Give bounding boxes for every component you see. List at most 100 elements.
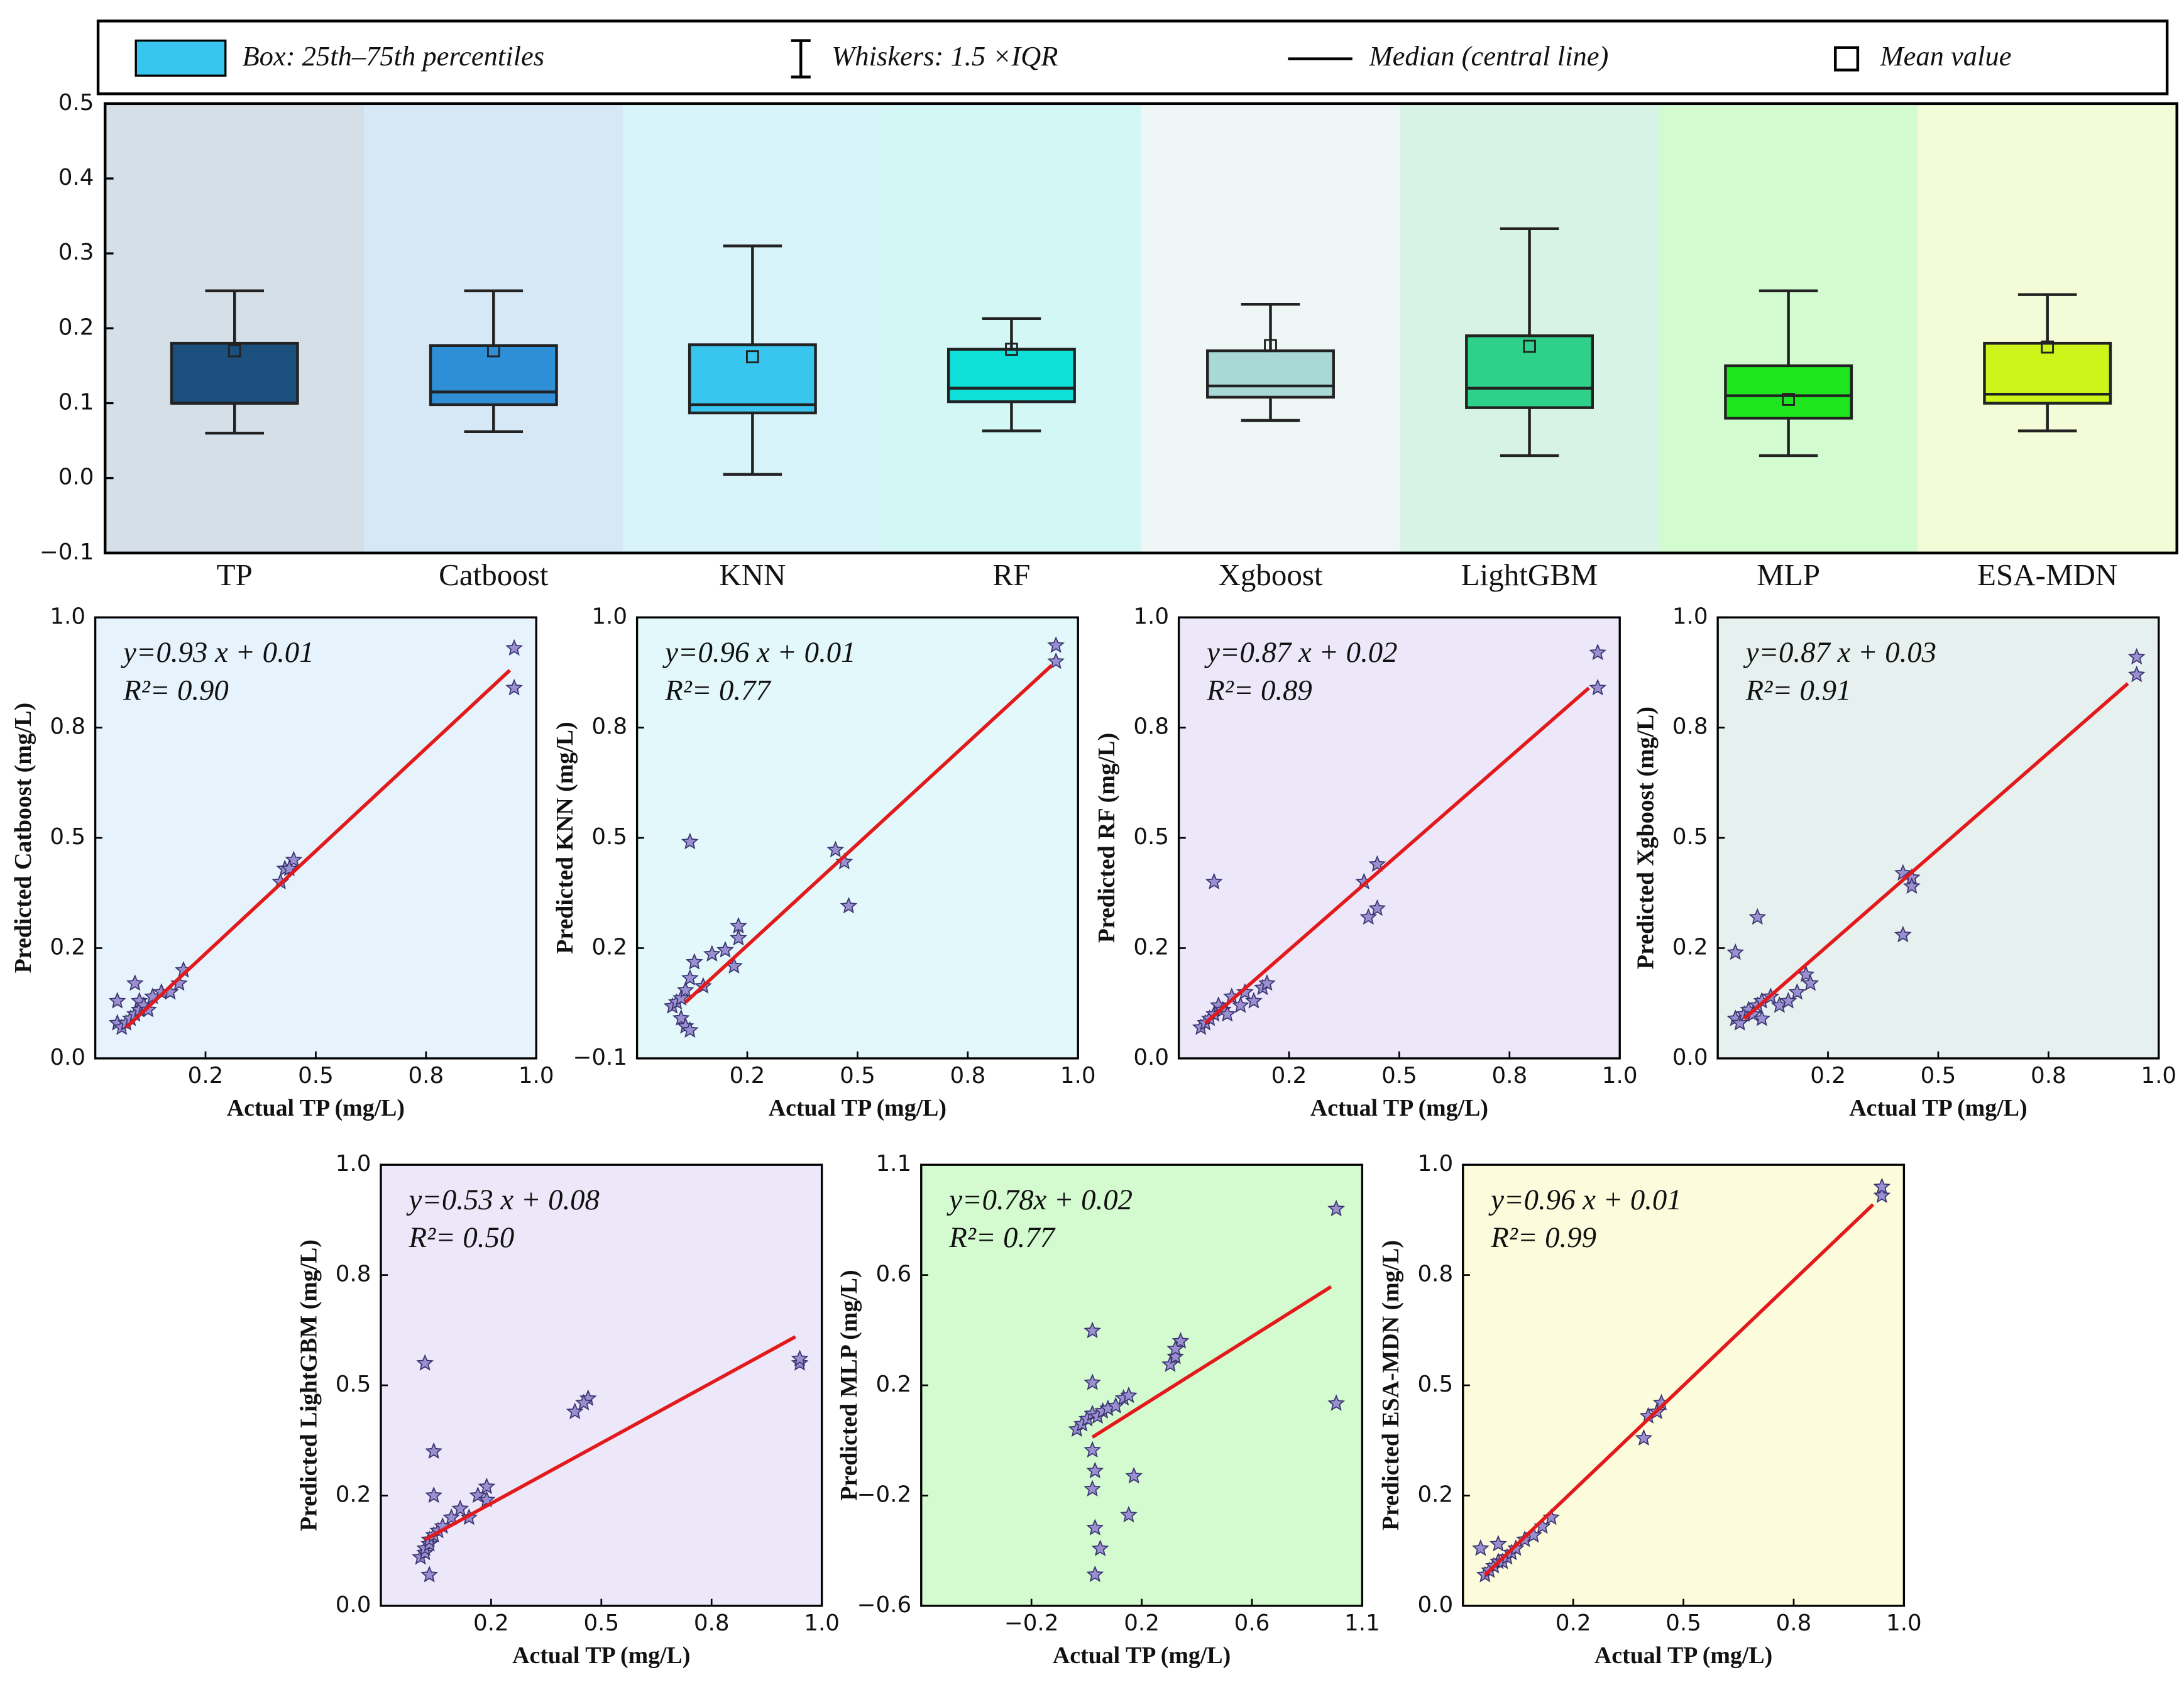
legend-frame [96, 19, 2169, 96]
point [840, 896, 858, 914]
box [1206, 349, 1335, 399]
legend-whisker-symbol [791, 39, 811, 79]
y-tick-label: 0.0 [1133, 1045, 1169, 1070]
point [1120, 1386, 1138, 1404]
x-tick-label: 0.2 [473, 1610, 509, 1636]
fit-line [1091, 1285, 1332, 1439]
y-tick-label: 1.1 [876, 1151, 912, 1177]
x-tick-label: 0.8 [1776, 1610, 1812, 1636]
y-tick-label: 0.5 [1418, 1371, 1454, 1397]
r-squared: R²= 0.50 [409, 1221, 515, 1254]
plot-frame [1462, 1163, 1906, 1607]
point [1236, 983, 1254, 1000]
x-tick-label: 1.0 [804, 1610, 840, 1636]
box [1465, 334, 1594, 409]
x-tick-label: RF [992, 558, 1030, 592]
x-tick-label: 0.2 [730, 1063, 765, 1089]
y-tick-label: 0.6 [876, 1261, 912, 1287]
y-tick-label: 0.8 [1418, 1261, 1454, 1287]
point [108, 992, 126, 1009]
point [1084, 1480, 1102, 1497]
y-tick-label: 0.2 [591, 934, 627, 960]
legend-box-swatch [134, 39, 227, 77]
point [685, 953, 703, 970]
r-squared: R²= 0.91 [1745, 674, 1852, 706]
legend-text: Whiskers: 1.5 ×IQR [831, 40, 1058, 72]
point [703, 945, 721, 962]
x-tick-label: 0.2 [1271, 1063, 1307, 1089]
equation: y=0.78x + 0.02 [947, 1184, 1133, 1216]
x-tick-label: 0.8 [408, 1063, 444, 1089]
point [1589, 678, 1607, 696]
r-squared: R²= 0.77 [664, 674, 771, 706]
point [1471, 1539, 1490, 1556]
point [451, 1499, 469, 1517]
y-tick-label: 0.2 [1672, 934, 1708, 960]
legend-text: Median (central line) [1369, 40, 1609, 72]
mean [1005, 343, 1018, 356]
r-squared: R²= 0.77 [948, 1221, 1055, 1254]
point [505, 678, 524, 696]
point [126, 974, 144, 991]
point [1368, 899, 1386, 916]
point [574, 1393, 593, 1410]
point [2127, 647, 2146, 665]
x-tick-label: 0.5 [1665, 1610, 1701, 1636]
point [1218, 1005, 1236, 1022]
point [1120, 1505, 1138, 1523]
legend-text: Box: 25th–75th percentiles [242, 40, 544, 72]
point [1748, 908, 1767, 925]
x-axis-label: Actual TP (mg/L) [769, 1095, 947, 1121]
point [1166, 1339, 1185, 1357]
equation: y=0.87 x + 0.02 [1204, 636, 1397, 669]
x-tick-label: 1.0 [519, 1063, 554, 1089]
equation: y=0.96 x + 0.01 [662, 636, 855, 669]
y-axis-label: Predicted ESA-MDN (mg/L) [1378, 1240, 1404, 1530]
mean [486, 344, 500, 358]
y-tick-label: 0.0 [50, 1045, 85, 1070]
y-axis-label: Predicted LightGBM (mg/L) [295, 1239, 322, 1531]
y-tick-label: 0.5 [50, 824, 85, 850]
y-tick-label: 0.3 [58, 239, 94, 265]
x-tick-label: 1.0 [2141, 1063, 2176, 1089]
plot-frame [920, 1163, 1364, 1607]
y-tick-label: 0.8 [336, 1261, 371, 1287]
y-tick-label: 0.8 [1672, 714, 1708, 740]
point [681, 969, 699, 986]
scatter-panel: 0.0 0.2 0.5 0.8 1.0 0.2 0.5 0.8 1.0 y=0.87 x + 0.… [1094, 603, 1638, 1121]
y-tick-label: 0.5 [58, 90, 94, 116]
y-tick-label: 1.0 [1418, 1151, 1454, 1177]
r-squared: R²= 0.89 [1206, 674, 1312, 706]
y-tick-label: 0.2 [876, 1371, 912, 1397]
fit-line [1743, 682, 2129, 1020]
mean [746, 350, 759, 363]
equation: y=0.53 x + 0.08 [407, 1184, 600, 1216]
x-tick-label: 0.8 [1491, 1063, 1527, 1089]
point [1726, 943, 1745, 960]
point [1368, 855, 1386, 872]
equation: y=0.93 x + 0.01 [121, 636, 314, 669]
point [1166, 1348, 1185, 1365]
point [1086, 1565, 1104, 1583]
plot-frame [1177, 616, 1621, 1060]
point [566, 1402, 584, 1419]
x-tick-label: 0.8 [2031, 1063, 2066, 1089]
x-axis-label: Actual TP (mg/L) [1849, 1095, 2027, 1121]
x-tick-label: KNN [719, 558, 786, 592]
x-tick-label: Xgboost [1218, 558, 1322, 592]
mean [2041, 340, 2055, 354]
plot-frame [380, 1163, 823, 1607]
scatter-panel: 0.0 0.2 0.5 0.8 1.0 0.2 0.5 0.8 1.0 y=0.93 x + 0.… [10, 603, 554, 1121]
x-tick-label: 0.2 [1124, 1610, 1160, 1636]
box [947, 348, 1076, 404]
y-tick-label: 0.4 [58, 165, 94, 190]
plot-background [95, 617, 537, 1058]
point [478, 1477, 496, 1495]
x-axis-label: Actual TP (mg/L) [1053, 1642, 1231, 1669]
y-tick-label: 1.0 [1133, 603, 1169, 629]
x-tick-label: 0.2 [1556, 1610, 1591, 1636]
fit-line [1483, 1203, 1875, 1576]
x-tick-label: 0.5 [1381, 1063, 1417, 1089]
x-tick-label: 1.0 [1060, 1063, 1096, 1089]
